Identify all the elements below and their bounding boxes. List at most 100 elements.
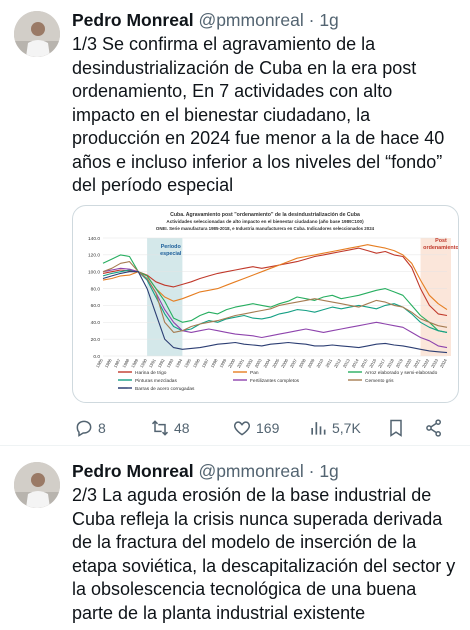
- tweet[interactable]: Pedro Monreal @pmmonreal · 1g 2/3 La agu…: [0, 446, 470, 630]
- like-count: 169: [256, 420, 280, 436]
- y-tick-label: 60.0: [91, 303, 101, 309]
- tweet-header: Pedro Monreal @pmmonreal · 1g: [72, 9, 339, 31]
- x-tick-label: 2020: [404, 357, 413, 368]
- post-ordenamiento-band: [420, 238, 451, 356]
- divider: [0, 445, 470, 446]
- series-line-6: [102, 271, 448, 354]
- series-line-0: [102, 247, 448, 317]
- x-tick-label: 1994: [174, 357, 183, 368]
- x-tick-label: 1996: [192, 357, 201, 368]
- bookmark-icon: [390, 419, 402, 437]
- views-icon: [311, 422, 326, 435]
- line-chart: Cuba. Agravamiento post "ordenamiento" d…: [88, 212, 458, 392]
- chart-subtitle: Actividades seleccionadas de alto impact…: [166, 219, 364, 224]
- x-tick-label: 2022: [421, 357, 430, 368]
- reply-icon: [76, 420, 92, 437]
- timestamp[interactable]: 1g: [319, 461, 339, 481]
- x-tick-label: 2019: [395, 357, 404, 368]
- tweet-text: 1/3 Se confirma el agravamiento de la de…: [72, 34, 445, 195]
- x-tick-label: 2016: [368, 357, 377, 368]
- retweet-icon: [151, 420, 169, 436]
- y-tick-label: 140.0: [88, 236, 100, 242]
- legend-label: Fertilizantes completos: [250, 378, 300, 384]
- retweet-count: 48: [174, 420, 190, 436]
- legend-label: Cemento gris: [365, 378, 394, 384]
- like-button[interactable]: 169: [232, 413, 279, 443]
- share-button[interactable]: [424, 413, 444, 443]
- x-tick-label: 1991: [148, 357, 157, 368]
- author-handle[interactable]: @pmmonreal: [198, 461, 304, 481]
- y-tick-label: 100.0: [88, 270, 100, 276]
- annotation-periodo-especial-2: especial: [160, 251, 182, 257]
- heart-icon: [233, 421, 251, 436]
- x-tick-label: 2005: [271, 357, 280, 368]
- y-tick-label: 120.0: [88, 253, 100, 259]
- tweet-header: Pedro Monreal @pmmonreal · 1g: [72, 460, 339, 482]
- x-tick-label: 2013: [342, 357, 351, 368]
- series-line-2: [102, 254, 448, 333]
- x-tick-label: 2000: [227, 357, 236, 368]
- avatar[interactable]: [14, 11, 60, 57]
- chart-subtitle-2: ONEI. Serie manufactura 1985-2018, e Ind…: [156, 226, 375, 231]
- x-tick-label: 2009: [307, 357, 316, 368]
- series-line-5: [102, 261, 448, 333]
- author-name[interactable]: Pedro Monreal: [72, 10, 194, 30]
- views-button[interactable]: 5,7K: [308, 413, 361, 443]
- x-tick-label: 2002: [245, 357, 254, 368]
- x-tick-label: 2015: [359, 357, 368, 368]
- x-tick-label: 2012: [333, 357, 342, 368]
- x-tick-label: 2004: [262, 357, 271, 368]
- x-tick-label: 2010: [315, 357, 324, 368]
- x-tick-label: 1989: [130, 357, 139, 368]
- x-tick-label: 1995: [183, 357, 192, 368]
- series-line-4: [102, 267, 448, 349]
- x-tick-label: 2018: [386, 357, 395, 368]
- share-icon: [426, 419, 441, 437]
- y-tick-label: 20.0: [91, 337, 101, 343]
- y-tick-label: 0.0: [93, 354, 100, 360]
- tweet-media-chart[interactable]: Cuba. Agravamiento post "ordenamiento" d…: [72, 205, 459, 403]
- legend-label: Arroz elaborado y semi-elaborado: [365, 370, 438, 376]
- tweet-actions: 8 48 169 5,7K: [72, 413, 457, 443]
- legend-label: Harina de trigo: [135, 370, 167, 376]
- chart-title: Cuba. Agravamiento post "ordenamiento" d…: [170, 212, 360, 218]
- x-tick-label: 2011: [324, 357, 333, 368]
- x-tick-label: 2024: [439, 357, 448, 368]
- x-tick-label: 2021: [412, 357, 421, 368]
- x-tick-label: 1999: [218, 357, 227, 368]
- author-name[interactable]: Pedro Monreal: [72, 461, 194, 481]
- reply-count: 8: [98, 420, 106, 436]
- x-tick-label: 1990: [139, 357, 148, 368]
- author-handle[interactable]: @pmmonreal: [198, 10, 304, 30]
- legend-label: Barras de acero corrugadas: [135, 386, 195, 392]
- timestamp[interactable]: 1g: [319, 10, 339, 30]
- avatar[interactable]: [14, 462, 60, 508]
- x-tick-label: 1985: [95, 357, 104, 368]
- x-tick-label: 1992: [157, 357, 166, 368]
- x-tick-label: 1987: [113, 357, 122, 368]
- series-line-1: [102, 244, 448, 311]
- tweet-text: 2/3 La aguda erosión de la base industri…: [72, 485, 456, 623]
- x-tick-label: 1986: [104, 357, 113, 368]
- legend-label: Pan: [250, 370, 259, 376]
- y-tick-label: 40.0: [91, 320, 101, 326]
- x-tick-label: 2006: [280, 357, 289, 368]
- x-tick-label: 2017: [377, 357, 386, 368]
- separator: ·: [308, 461, 315, 481]
- bookmark-button[interactable]: [386, 413, 406, 443]
- legend-label: Pinturas mezcladas: [135, 378, 177, 384]
- x-tick-label: 2008: [298, 357, 307, 368]
- retweet-button[interactable]: 48: [150, 413, 190, 443]
- series-line-3: [102, 269, 448, 333]
- annotation-post-ordenamiento-2: ordenamiento: [423, 245, 458, 251]
- x-tick-label: 1997: [201, 357, 210, 368]
- reply-button[interactable]: 8: [74, 413, 106, 443]
- separator: ·: [308, 10, 315, 30]
- x-tick-label: 2014: [351, 357, 360, 368]
- x-tick-label: 1988: [121, 357, 130, 368]
- x-tick-label: 1998: [210, 357, 219, 368]
- x-tick-label: 2001: [236, 357, 245, 368]
- x-tick-label: 2023: [430, 357, 439, 368]
- tweet[interactable]: Pedro Monreal @pmmonreal · 1g 1/3 Se con…: [0, 0, 470, 446]
- view-count: 5,7K: [332, 420, 361, 436]
